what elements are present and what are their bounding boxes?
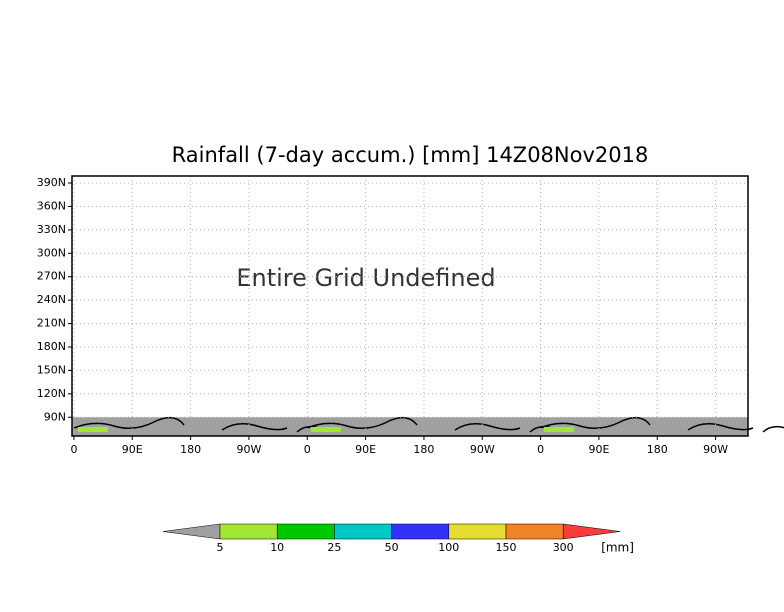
y-tick-label: 270N — [37, 270, 66, 283]
x-tick-label: 0 — [304, 443, 311, 456]
colorbar-segment — [276, 523, 335, 540]
colorbar-segment — [391, 523, 450, 540]
colorbar-segment — [219, 523, 278, 540]
y-tick-label: 180N — [37, 340, 66, 353]
x-tick-label: 180 — [647, 443, 668, 456]
y-tick-label: 330N — [37, 223, 66, 236]
colorbar-segment — [505, 523, 564, 540]
x-tick-label: 0 — [537, 443, 544, 456]
coastline — [539, 416, 784, 433]
colorbar-label: 300 — [553, 541, 574, 554]
y-tick-label: 90N — [44, 410, 66, 423]
colorbar-high — [562, 523, 621, 540]
y-tick-label: 210N — [37, 317, 66, 330]
x-tick-label: 90W — [237, 443, 262, 456]
y-tick-label: 390N — [37, 176, 66, 189]
undefined-band — [72, 417, 748, 436]
x-tick-label: 180 — [413, 443, 434, 456]
colorbar-label: 50 — [385, 541, 399, 554]
x-tick-label: 180 — [180, 443, 201, 456]
y-tick-label: 360N — [37, 199, 66, 212]
colorbar-segment — [448, 523, 507, 540]
rain-patch — [544, 427, 574, 432]
colorbar-label: 25 — [327, 541, 341, 554]
x-tick-label: 90E — [588, 443, 609, 456]
y-tick-label: 150N — [37, 363, 66, 376]
x-tick-label: 90W — [703, 443, 728, 456]
y-tick-label: 240N — [37, 293, 66, 306]
colorbar-segment — [334, 523, 392, 540]
x-tick-label: 90E — [355, 443, 376, 456]
rain-patch — [78, 427, 108, 432]
colorbar-low — [162, 523, 221, 540]
colorbar-label: 150 — [496, 541, 517, 554]
colorbar-label: 100 — [438, 541, 459, 554]
colorbar-label: 5 — [217, 541, 224, 554]
y-tick-label: 300N — [37, 246, 66, 259]
rain-patch — [311, 427, 341, 432]
x-tick-label: 0 — [70, 443, 77, 456]
colorbar-units: [mm] — [601, 541, 634, 555]
chart-title: Rainfall (7-day accum.) [mm] 14Z08Nov201… — [172, 143, 649, 167]
colorbar-label: 10 — [270, 541, 284, 554]
x-tick-label: 90E — [122, 443, 143, 456]
plot-frame — [71, 175, 749, 437]
y-tick-label: 120N — [37, 387, 66, 400]
x-tick-label: 90W — [470, 443, 495, 456]
